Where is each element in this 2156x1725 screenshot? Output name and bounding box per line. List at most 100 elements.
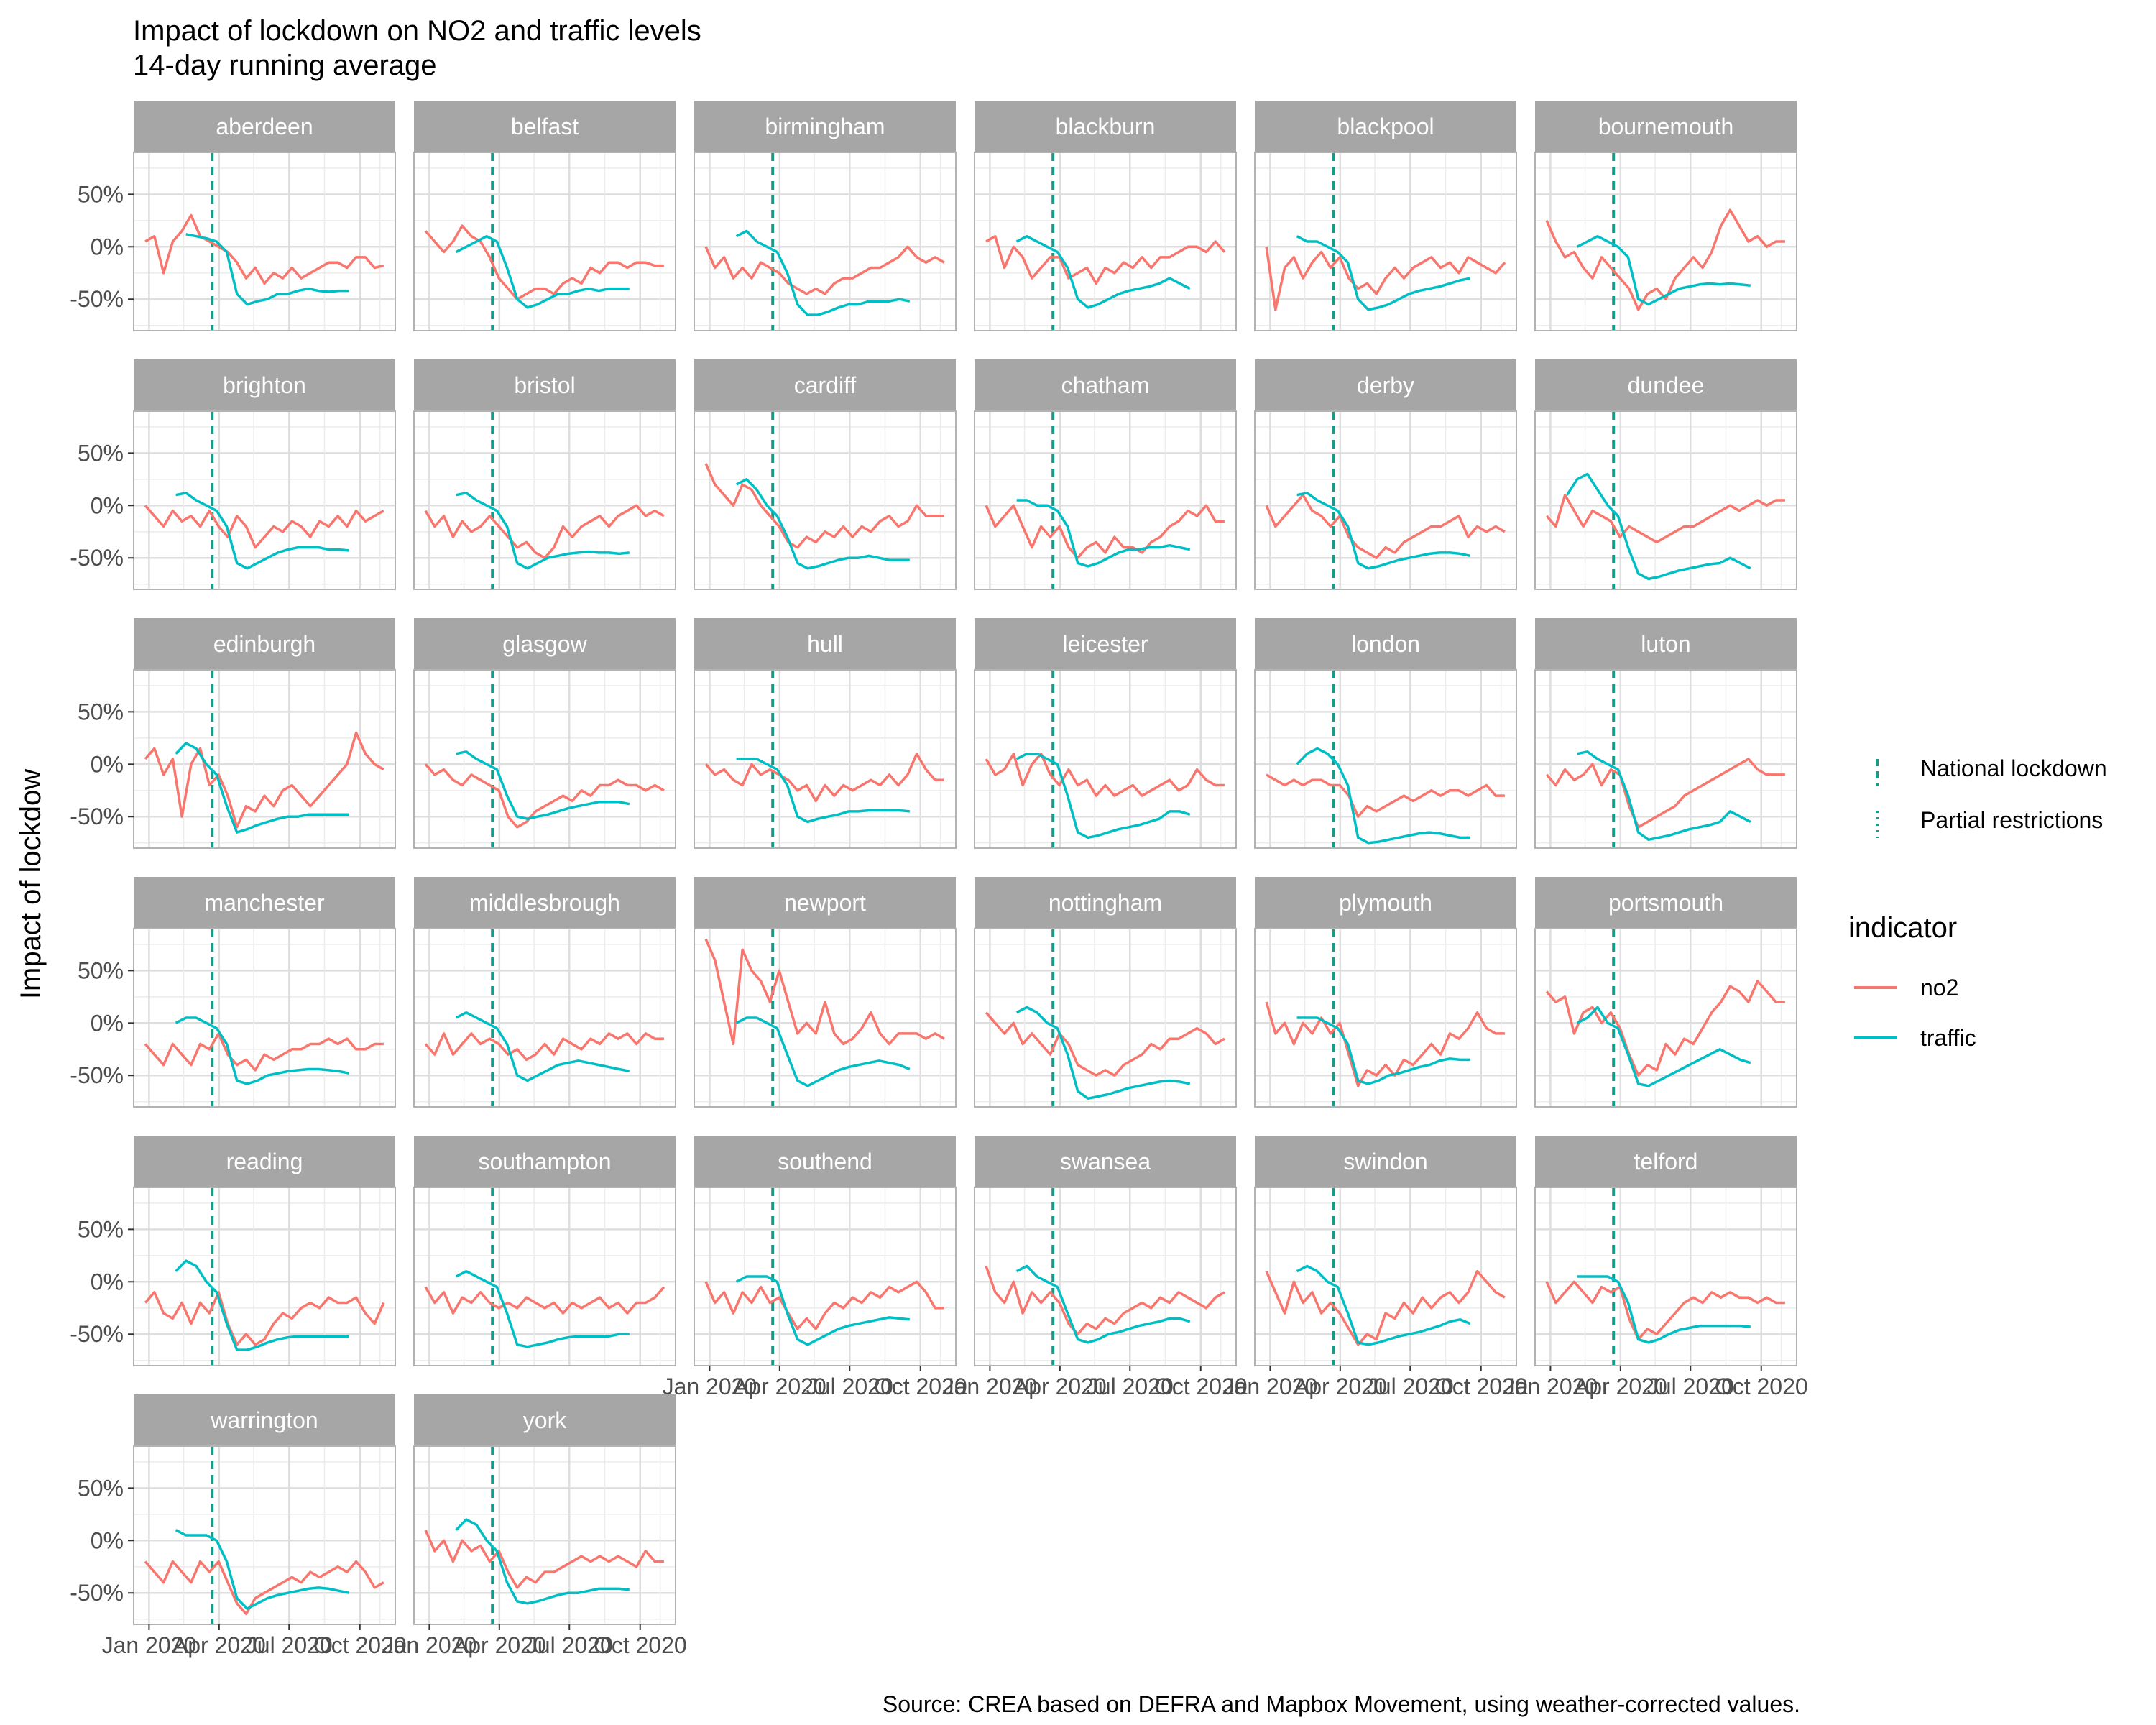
series-line-traffic [1565, 472, 1751, 581]
panel-strip-label: london [1351, 631, 1420, 657]
x-tick-label: Oct 2020 [313, 1632, 407, 1658]
panel-strip [414, 618, 676, 670]
panel-brighton: brighton 50% 0% -50% [70, 359, 396, 590]
panel-border [694, 410, 957, 590]
panel-strip [414, 877, 676, 929]
panel-middlesbrough: middlesbrough [413, 877, 676, 1108]
panel-strip-label: blackburn [1056, 114, 1156, 139]
series-line-traffic [1576, 1006, 1751, 1087]
panel-strip-label: reading [226, 1149, 303, 1174]
series-line-traffic [735, 229, 911, 316]
panel-strip-label: aberdeen [216, 114, 313, 139]
series-line-no2 [144, 731, 384, 829]
series-line-no2 [1545, 493, 1785, 544]
series-line-traffic [1016, 499, 1191, 568]
panel-strip [1535, 877, 1797, 929]
series-line-no2 [144, 505, 384, 549]
x-tick-label: Apr 2020 [453, 1632, 546, 1658]
panel-cardiff: cardiff [694, 359, 957, 590]
panel-southampton: southampton [413, 1136, 676, 1366]
chart-subtitle: 14-day running average [133, 50, 437, 81]
x-tick-label: Jan 2020 [1503, 1374, 1598, 1399]
series-line-traffic [1577, 750, 1751, 842]
series-line-no2 [985, 504, 1225, 559]
series-line-traffic [175, 492, 349, 570]
panel-reading: reading 50% 0% -50% [70, 1136, 396, 1366]
x-tick-label: Jan 2020 [943, 1374, 1038, 1399]
x-tick-label: Jul 2020 [806, 1374, 893, 1399]
legend-partial-restrictions-label: Partial restrictions [1920, 807, 2103, 833]
panel-strip [134, 877, 395, 929]
series-line-no2 [1265, 493, 1506, 559]
y-tick-label: 0% [91, 1269, 124, 1294]
panel-london: london [1254, 618, 1517, 849]
panel-border [413, 1187, 676, 1366]
y-tick-label: 0% [91, 234, 124, 259]
panel-strip [414, 1394, 676, 1446]
panel-strip [414, 1136, 676, 1187]
panel-strip-label: luton [1641, 631, 1690, 657]
series-line-traffic [456, 492, 630, 570]
series-line-traffic [1015, 1264, 1191, 1344]
panel-strip-label: swansea [1060, 1149, 1151, 1174]
y-tick-label: 0% [91, 1527, 124, 1553]
series-line-no2 [424, 1530, 664, 1589]
series-line-no2 [985, 1265, 1225, 1335]
panel-hull: hull [694, 618, 957, 849]
panel-edinburgh: edinburgh 50% 0% -50% [70, 618, 396, 849]
panel-newport: newport [694, 877, 957, 1108]
panel-bournemouth: bournemouth [1534, 101, 1797, 331]
panel-strip [134, 618, 395, 670]
series-line-traffic [175, 742, 349, 834]
x-tick-label: Jul 2020 [526, 1632, 613, 1658]
legend-indicator-title: indicator [1848, 912, 1957, 944]
x-tick-label: Oct 2020 [1154, 1374, 1248, 1399]
panel-strip-label: leicester [1062, 631, 1148, 657]
panel-strip-label: birmingham [765, 114, 885, 139]
panel-border [133, 928, 396, 1108]
series-line-no2 [1265, 1001, 1505, 1087]
x-tick-label: Jul 2020 [1647, 1374, 1734, 1399]
series-line-no2 [1545, 208, 1785, 311]
x-tick-label: Jan 2020 [382, 1632, 477, 1658]
panel-plymouth: plymouth [1254, 877, 1517, 1108]
series-line-no2 [424, 224, 664, 300]
panel-leicester: leicester [974, 618, 1237, 849]
panel-border [413, 152, 676, 331]
y-axis-label: Impact of lockdow [15, 769, 47, 999]
x-tick-label: Apr 2020 [1294, 1374, 1387, 1399]
series-line-traffic [175, 1259, 349, 1351]
x-tick-label: Apr 2020 [172, 1632, 266, 1658]
x-tick-label: Oct 2020 [1715, 1374, 1808, 1399]
series-line-no2 [424, 763, 665, 829]
panel-strip-label: bristol [514, 372, 575, 398]
panel-border [974, 1187, 1237, 1366]
panel-border [413, 928, 676, 1108]
panel-strip-label: newport [784, 890, 866, 916]
legend-no2-label: no2 [1920, 975, 1958, 1000]
panel-strip [1535, 101, 1797, 152]
panel-strip-label: derby [1357, 372, 1414, 398]
panel-strip [414, 359, 676, 411]
panel-border [1254, 152, 1517, 331]
legend: National lockdown Partial restrictions i… [1848, 755, 2107, 1051]
panel-strip-label: brighton [223, 372, 306, 398]
series-line-traffic [1576, 234, 1751, 306]
panel-strip-label: manchester [204, 890, 325, 916]
series-line-traffic [1015, 234, 1191, 309]
panel-strip [1535, 618, 1797, 670]
x-tick-label: Apr 2020 [1574, 1374, 1667, 1399]
panel-strip [134, 1394, 395, 1446]
series-line-traffic [1296, 1264, 1471, 1346]
panel-border [1254, 669, 1517, 849]
panel-border [974, 410, 1237, 590]
panel-border [1254, 1187, 1517, 1366]
panel-border [1254, 928, 1517, 1108]
legend-national-lockdown-label: National lockdown [1920, 755, 2107, 781]
legend-traffic-label: traffic [1920, 1025, 1976, 1051]
series-line-traffic [1296, 492, 1471, 570]
panel-strip [134, 101, 395, 152]
facet-panels: aberdeen 50% 0% -50% belfast birmingham blackb… [70, 101, 1808, 1658]
